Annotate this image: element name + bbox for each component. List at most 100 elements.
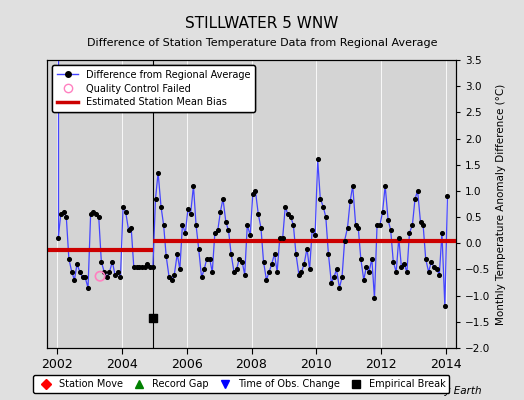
Point bbox=[151, 196, 160, 202]
Point bbox=[94, 214, 103, 220]
Point bbox=[211, 230, 219, 236]
Point bbox=[224, 227, 233, 233]
Point bbox=[203, 256, 211, 262]
Point bbox=[343, 224, 352, 231]
Point bbox=[403, 269, 411, 275]
Point bbox=[281, 204, 289, 210]
Point bbox=[238, 258, 246, 265]
Point bbox=[254, 211, 263, 218]
Point bbox=[127, 224, 135, 231]
Point bbox=[308, 227, 316, 233]
Point bbox=[146, 264, 154, 270]
Point bbox=[319, 204, 328, 210]
Point bbox=[316, 196, 324, 202]
Point bbox=[432, 266, 441, 273]
Point bbox=[243, 222, 252, 228]
Point bbox=[165, 274, 173, 280]
Point bbox=[419, 222, 427, 228]
Point bbox=[129, 264, 138, 270]
Point bbox=[368, 256, 376, 262]
Point bbox=[294, 272, 303, 278]
Text: Berkeley Earth: Berkeley Earth bbox=[406, 386, 482, 396]
Point bbox=[143, 261, 151, 268]
Point bbox=[248, 190, 257, 197]
Point bbox=[395, 235, 403, 241]
Point bbox=[257, 224, 265, 231]
Point bbox=[287, 214, 295, 220]
Point bbox=[246, 232, 255, 239]
Point bbox=[332, 266, 341, 273]
Point bbox=[119, 204, 127, 210]
Point bbox=[273, 269, 281, 275]
Point bbox=[189, 182, 198, 189]
Point bbox=[276, 235, 284, 241]
Point bbox=[235, 256, 243, 262]
Point bbox=[162, 253, 170, 260]
Point bbox=[278, 235, 287, 241]
Point bbox=[300, 261, 308, 268]
Point bbox=[397, 264, 406, 270]
Point bbox=[335, 284, 344, 291]
Point bbox=[103, 274, 111, 280]
Point bbox=[303, 245, 311, 252]
Point bbox=[387, 227, 395, 233]
Point bbox=[270, 250, 279, 257]
Point bbox=[405, 230, 413, 236]
Point bbox=[124, 227, 133, 233]
Point bbox=[357, 256, 365, 262]
Point bbox=[111, 272, 119, 278]
Point bbox=[133, 264, 141, 270]
Point bbox=[89, 209, 97, 215]
Point bbox=[140, 264, 149, 270]
Point bbox=[54, 235, 62, 241]
Point bbox=[427, 258, 435, 265]
Point bbox=[157, 204, 165, 210]
Point bbox=[192, 222, 200, 228]
Point bbox=[297, 269, 305, 275]
Text: STILLWATER 5 WNW: STILLWATER 5 WNW bbox=[185, 16, 339, 31]
Point bbox=[116, 274, 125, 280]
Point bbox=[389, 258, 398, 265]
Point bbox=[438, 230, 446, 236]
Point bbox=[181, 230, 190, 236]
Point bbox=[378, 209, 387, 215]
Point bbox=[78, 274, 86, 280]
Point bbox=[430, 264, 438, 270]
Point bbox=[159, 222, 168, 228]
Point bbox=[168, 277, 176, 283]
Point bbox=[400, 261, 409, 268]
Point bbox=[417, 219, 425, 226]
Point bbox=[346, 198, 354, 204]
Point bbox=[421, 256, 430, 262]
Point bbox=[359, 277, 368, 283]
Point bbox=[57, 211, 65, 218]
Point bbox=[373, 222, 381, 228]
Point bbox=[178, 222, 187, 228]
Point bbox=[322, 214, 330, 220]
Point bbox=[149, 264, 157, 270]
Point bbox=[194, 245, 203, 252]
Point bbox=[86, 211, 95, 218]
Point bbox=[292, 250, 300, 257]
Point bbox=[267, 261, 276, 268]
Point bbox=[198, 274, 206, 280]
Point bbox=[365, 269, 373, 275]
Point bbox=[173, 250, 181, 257]
Point bbox=[251, 188, 259, 194]
Point bbox=[205, 256, 214, 262]
Point bbox=[338, 274, 346, 280]
Point bbox=[105, 269, 114, 275]
Point bbox=[214, 227, 222, 233]
Point bbox=[64, 256, 73, 262]
Point bbox=[149, 314, 157, 321]
Point bbox=[60, 209, 68, 215]
Point bbox=[208, 269, 216, 275]
Point bbox=[187, 211, 195, 218]
Point bbox=[441, 303, 449, 309]
Point bbox=[259, 258, 268, 265]
Point bbox=[81, 274, 89, 280]
Text: Difference of Station Temperature Data from Regional Average: Difference of Station Temperature Data f… bbox=[87, 38, 437, 48]
Point bbox=[324, 250, 333, 257]
Point bbox=[84, 284, 92, 291]
Point bbox=[227, 250, 235, 257]
